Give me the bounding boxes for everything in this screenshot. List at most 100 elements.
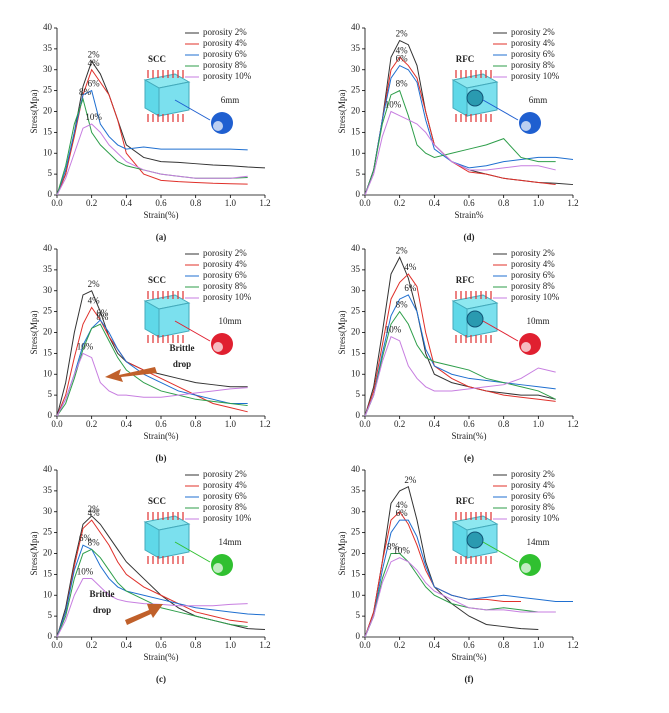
x-axis-label: Strain(%) (144, 431, 179, 441)
peak-label: 4% (88, 296, 101, 306)
y-axis-label: Stress(Mpa) (337, 532, 347, 576)
y-tick-label: 20 (43, 548, 53, 558)
y-tick-label: 35 (351, 264, 361, 274)
x-tick-label: 0.8 (190, 198, 202, 208)
legend-label: porosity 10% (203, 292, 252, 302)
y-tick-label: 25 (351, 306, 361, 316)
legend-label: porosity 4% (511, 38, 555, 48)
legend-label: porosity 6% (203, 49, 247, 59)
stress-curve (364, 310, 556, 417)
legend-label: porosity 4% (203, 480, 247, 490)
stress-curve (364, 519, 573, 638)
y-tick-label: 20 (351, 327, 361, 337)
x-tick-label: 0.4 (429, 198, 441, 208)
legend-label: porosity 6% (203, 270, 247, 280)
y-tick-label: 40 (351, 243, 361, 253)
x-tick-label: 0.8 (498, 419, 510, 429)
x-tick-label: 0.4 (121, 419, 133, 429)
peak-label: 4% (88, 58, 101, 68)
x-axis-label: Strain(%) (144, 210, 179, 220)
x-tick-label: 1.2 (259, 419, 270, 429)
peak-label: 10% (85, 112, 102, 122)
peak-label: 4% (396, 45, 409, 55)
y-tick-label: 30 (43, 285, 53, 295)
size-label: 10mm (218, 316, 241, 326)
stress-curve (364, 89, 556, 196)
peak-label: 4% (88, 508, 101, 518)
peak-label: 8% (96, 312, 109, 322)
y-tick-label: 30 (351, 506, 361, 516)
y-tick-label: 5 (356, 610, 361, 620)
x-tick-label: 0.4 (429, 419, 441, 429)
y-tick-label: 0 (48, 189, 53, 199)
y-tick-label: 15 (351, 568, 361, 578)
x-tick-label: 0.0 (51, 419, 63, 429)
x-tick-label: 0.8 (190, 419, 202, 429)
y-tick-label: 20 (351, 548, 361, 558)
x-tick-label: 1.0 (225, 419, 237, 429)
stress-curve (56, 319, 248, 417)
ball-highlight (213, 121, 223, 131)
specimen-label: SCC (148, 496, 166, 506)
y-tick-label: 25 (43, 85, 53, 95)
x-tick-label: 1.2 (567, 640, 578, 650)
peak-label: 6% (396, 54, 409, 64)
peak-label: 8% (396, 79, 409, 89)
caption: (f) (465, 674, 474, 684)
legend-label: porosity 10% (511, 513, 560, 523)
aggregate (466, 531, 484, 549)
y-axis-label: Stress(Mpa) (337, 311, 347, 355)
stress-curve (364, 485, 539, 638)
y-tick-label: 35 (351, 43, 361, 53)
aggregate (466, 89, 484, 107)
x-tick-label: 1.2 (567, 198, 578, 208)
pointer (482, 99, 519, 121)
y-axis-label: Stress(Mpa) (29, 532, 39, 576)
legend-label: porosity 8% (203, 281, 247, 291)
peak-label: 8% (387, 542, 400, 552)
stress-curve (364, 557, 556, 638)
x-tick-label: 0.2 (86, 198, 97, 208)
x-tick-label: 0.2 (394, 419, 405, 429)
x-tick-label: 0.8 (498, 640, 510, 650)
x-tick-label: 0.8 (498, 198, 510, 208)
stress-curve (56, 123, 248, 196)
y-tick-label: 0 (356, 631, 361, 641)
stress-curve (56, 60, 266, 196)
x-tick-label: 1.2 (259, 198, 270, 208)
y-tick-label: 5 (48, 168, 53, 178)
stress-curve (56, 352, 248, 417)
y-tick-label: 35 (43, 485, 53, 495)
x-axis-label: Strain(%) (452, 431, 487, 441)
x-axis-label: Strain(%) (144, 652, 179, 662)
peak-label: 8% (396, 300, 409, 310)
pointer (174, 320, 211, 342)
specimen-side (158, 523, 190, 559)
y-tick-label: 25 (43, 306, 53, 316)
y-tick-label: 35 (43, 43, 53, 53)
x-tick-label: 0.2 (86, 640, 97, 650)
aggregate (466, 310, 484, 328)
legend-label: porosity 4% (511, 480, 555, 490)
y-tick-label: 5 (356, 168, 361, 178)
size-label: 10mm (526, 316, 549, 326)
x-tick-label: 0.2 (394, 198, 405, 208)
panel: 0 5 10 15 20 25 30 35 40 0.0 0.2 0.4 0.6 0.8 1.0 1.2 Str… (29, 464, 271, 684)
legend-label: porosity 2% (511, 469, 555, 479)
y-tick-label: 40 (351, 464, 361, 474)
y-tick-label: 0 (48, 631, 53, 641)
stress-curve (56, 519, 248, 638)
y-tick-label: 10 (43, 368, 53, 378)
panel: 0 5 10 15 20 25 30 35 40 0.0 0.2 0.4 0.6 0.8 1.0 1.2 Str… (337, 22, 579, 242)
stress-curve (56, 89, 248, 196)
x-tick-label: 1.2 (259, 640, 270, 650)
y-tick-label: 25 (43, 527, 53, 537)
peak-label: 8% (79, 87, 92, 97)
legend-label: porosity 4% (511, 259, 555, 269)
specimen-label: SCC (148, 275, 166, 285)
peak-label: 4% (404, 262, 417, 272)
x-tick-label: 0.6 (155, 419, 167, 429)
y-tick-label: 15 (43, 568, 53, 578)
legend-label: porosity 8% (511, 60, 555, 70)
